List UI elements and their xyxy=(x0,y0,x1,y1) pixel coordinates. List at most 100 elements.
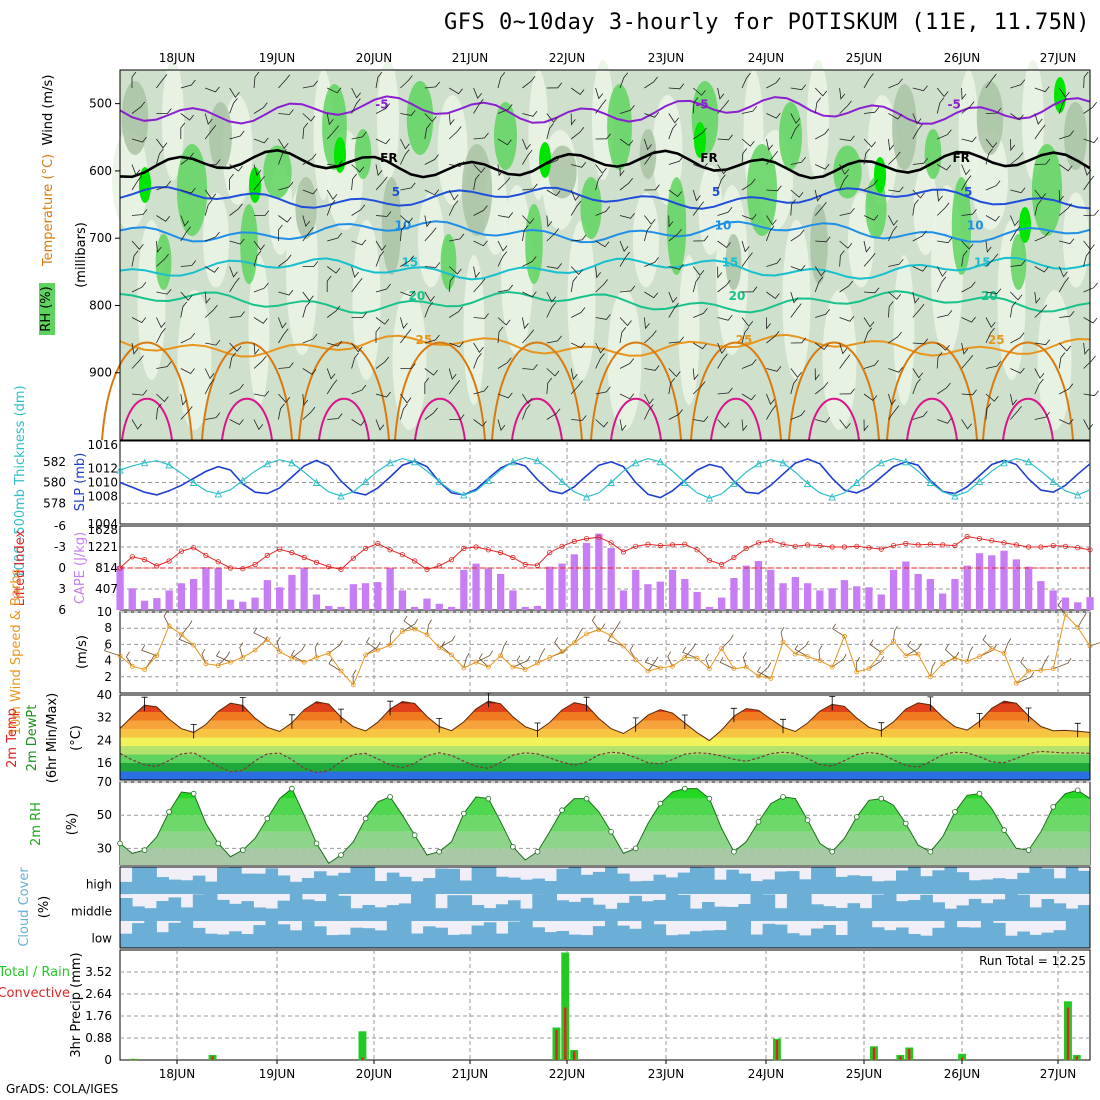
upper-wind-barb-15-13 xyxy=(497,419,506,431)
upper-wind-barb-36-7 xyxy=(1010,259,1026,267)
upper-wind-barb-24-4 xyxy=(717,174,726,191)
upper-wind-barb-16-7 xyxy=(522,256,537,267)
upper-wind-barb-15-4 xyxy=(497,177,511,191)
wind-point-31 xyxy=(498,653,504,659)
rh2m-point-22 xyxy=(387,794,393,800)
upper-wind-barb-31-5 xyxy=(888,215,898,226)
wind-point-58 xyxy=(829,664,835,670)
millibars-label: (millibars) xyxy=(74,222,89,288)
wind-title-label: 10m Wind Speed & Barbs xyxy=(9,569,24,736)
bl-arc-orange-7 xyxy=(788,341,880,441)
cape-bar-30 xyxy=(484,568,492,610)
cloud-cell-0-34 xyxy=(532,878,545,894)
wind-point-43 xyxy=(645,668,651,674)
upper-wind-barb-25-8 xyxy=(741,286,758,293)
lifted-point-10 xyxy=(240,566,246,572)
upper-wind-barb-39-13 xyxy=(1083,419,1094,430)
wind-barb-43 xyxy=(647,656,659,672)
upper-wind-barb-16-0 xyxy=(522,75,536,89)
rh-moist-patch-10 xyxy=(406,81,434,155)
cloud-cell-0-45 xyxy=(665,877,679,894)
upper-wind-barb-38-3 xyxy=(1058,164,1073,172)
isotherm-label-5-1: 20 xyxy=(729,289,746,303)
upper-wind-barb-4-9 xyxy=(229,311,245,318)
upper-wind-barb-6-1 xyxy=(278,109,294,115)
isotherm-label-1-0: FR xyxy=(380,151,397,165)
upper-wind-barb-24-7 xyxy=(717,266,723,279)
rh2m-point-42 xyxy=(632,845,639,852)
cloud-cell-0-52 xyxy=(750,881,764,894)
cape-bar-23 xyxy=(398,590,407,610)
thickness-point-56 xyxy=(803,479,812,487)
upper-wind-barb-8-3 xyxy=(327,160,343,166)
lifted-point-75 xyxy=(1038,544,1044,550)
wind-barb-27 xyxy=(441,641,452,656)
upper-wind-barb-36-6 xyxy=(1010,226,1021,242)
cloud-cell-0-42 xyxy=(629,881,642,894)
cloud-cell-1-52 xyxy=(750,894,764,921)
cloud-cell-2-42 xyxy=(629,928,642,948)
upper-wind-barb-13-2 xyxy=(448,126,462,140)
cloud-cell-0-46 xyxy=(677,872,691,894)
upper-wind-barb-16-13 xyxy=(522,403,531,420)
cloud-cell-2-69 xyxy=(956,927,970,948)
lifted-point-33 xyxy=(522,561,528,568)
cloud-cell-0-38 xyxy=(580,874,594,894)
thickness-point-64 xyxy=(902,457,910,466)
cloud-cell-2-38 xyxy=(580,935,594,948)
wind-barb-58 xyxy=(831,653,847,668)
lifted-point-46 xyxy=(682,541,688,547)
cape-bar-0 xyxy=(116,566,124,610)
upper-wind-barb-12-1 xyxy=(424,113,437,123)
upper-wind-barb-15-5 xyxy=(497,212,514,218)
upper-wind-barb-8-7 xyxy=(326,266,341,274)
thickness-point-30 xyxy=(484,476,493,484)
cape-bar-50 xyxy=(730,578,738,610)
cape-bar-28 xyxy=(460,569,468,610)
upper-wind-barb-17-6 xyxy=(546,228,560,242)
upper-wind-barb-18-3 xyxy=(571,162,587,168)
upper-wind-barb-35-1 xyxy=(985,107,1002,114)
upper-wind-barb-6-0 xyxy=(278,74,291,89)
thickness-point-10 xyxy=(239,476,247,484)
rh2m-point-8 xyxy=(215,840,222,847)
cape-tick-0: 407 xyxy=(95,582,118,596)
wind-point-53 xyxy=(768,676,774,681)
upper-wind-barb-2-9 xyxy=(180,301,188,318)
cloud-cell-1-35 xyxy=(544,894,557,921)
cloud-cell-0-17 xyxy=(326,875,339,894)
upper-wind-barb-14-1 xyxy=(473,98,484,114)
upper-wind-barb-12-8 xyxy=(424,291,435,302)
isotherm-1 xyxy=(119,148,1091,180)
wind-point-76 xyxy=(1050,666,1056,672)
upper-wind-barb-32-13 xyxy=(912,411,928,420)
upper-wind-barb-22-11 xyxy=(668,368,681,378)
upper-wind-barb-34-7 xyxy=(961,250,968,267)
lifted-point-77 xyxy=(1062,543,1069,549)
upper-wind-barb-0-2 xyxy=(131,136,147,143)
upper-wind-barb-39-7 xyxy=(1083,250,1091,267)
lifted-point-39 xyxy=(596,534,602,540)
upper-wind-barb-13-11 xyxy=(448,368,457,380)
upper-wind-barb-4-8 xyxy=(229,277,240,293)
cloud-cell-0-20 xyxy=(362,867,376,894)
rh2m-point-30 xyxy=(485,795,492,802)
upper-wind-barb-7-12 xyxy=(302,393,309,407)
upper-wind-barb-30-1 xyxy=(863,106,880,114)
upper-ytick-1: 600 xyxy=(89,164,112,178)
isotherm-label-4-1: 15 xyxy=(722,255,739,269)
wind-tick-1: 4 xyxy=(104,654,112,668)
upper-wind-barb-7-13 xyxy=(302,406,316,420)
upper-wind-barb-21-4 xyxy=(644,184,660,191)
upper-wind-barb-22-12 xyxy=(668,377,676,395)
cloud-row-low: low xyxy=(92,932,113,946)
wind-barb-64 xyxy=(905,643,922,657)
cape-bar-8 xyxy=(214,568,222,610)
upper-wind-barb-31-9 xyxy=(888,301,894,318)
upper-wind-barb-21-7 xyxy=(644,257,659,267)
upper-wind-barb-23-11 xyxy=(692,368,699,381)
lifted-tick-3: -3 xyxy=(54,540,66,554)
wind-barb-59 xyxy=(832,623,845,637)
thickness-point-68 xyxy=(951,491,959,500)
cloud-cell-0-15 xyxy=(301,878,315,894)
